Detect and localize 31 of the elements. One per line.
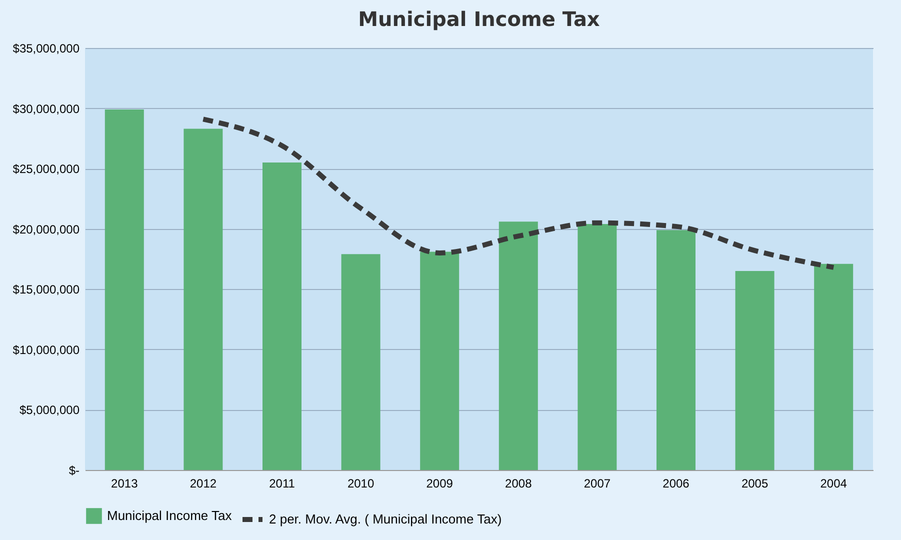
bar [104,109,144,470]
bar [656,230,696,470]
x-tick-label: 2008 [505,476,532,490]
bar [341,254,380,470]
y-tick-label: $35,000,000 [12,42,80,56]
y-tick-label: $20,000,000 [12,222,80,236]
x-tick-label: 2004 [820,476,848,490]
bar [420,252,460,470]
x-tick-label: 2013 [111,476,138,490]
x-tick-label: 2006 [662,476,690,490]
x-tick-label: 2009 [426,476,454,490]
x-tick-label: 2011 [269,476,296,490]
bar [498,222,538,470]
x-tick-label: 2010 [347,476,374,490]
legend-label: 2 per. Mov. Avg. ( Municipal Income Tax) [269,512,502,526]
y-tick-label: $10,000,000 [12,342,80,357]
y-tick-label: $15,000,000 [12,282,80,297]
chart-title: Municipal Income Tax [358,7,600,31]
bar [578,224,617,470]
y-tick-label: $25,000,000 [12,162,80,176]
bar [735,271,774,470]
y-tick-label: $30,000,000 [12,102,80,116]
y-tick-label: $- [68,464,80,478]
x-tick-label: 2005 [741,476,768,490]
y-tick-label: $5,000,000 [19,403,80,418]
x-tick-label: 2012 [190,476,217,490]
bar [262,162,302,470]
bar [814,264,854,470]
x-tick-label: 2007 [584,476,611,490]
bar [184,128,223,470]
legend-label: Municipal Income Tax [107,508,232,523]
